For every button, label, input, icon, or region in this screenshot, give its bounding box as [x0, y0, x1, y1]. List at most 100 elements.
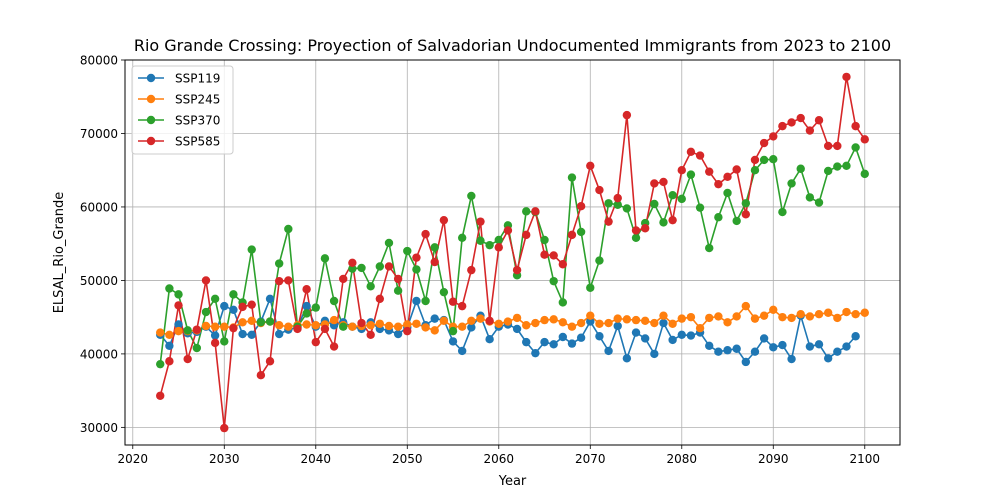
data-point-ssp370 — [631, 233, 641, 243]
legend-label-ssp585: SSP585 — [175, 135, 220, 149]
data-point-ssp585 — [759, 138, 769, 148]
data-point-ssp370 — [183, 326, 192, 335]
data-point-ssp370 — [613, 200, 622, 209]
data-point-ssp585 — [311, 337, 320, 347]
legend-label-ssp370: SSP370 — [175, 114, 220, 128]
data-point-ssp245 — [210, 322, 220, 331]
data-point-ssp370 — [714, 213, 723, 222]
data-point-ssp585 — [512, 265, 522, 275]
data-point-ssp119 — [485, 334, 494, 344]
data-point-ssp245 — [732, 312, 741, 321]
x-tick-label: 2050 — [392, 452, 423, 466]
data-point-ssp245 — [860, 308, 869, 317]
data-point-ssp370 — [174, 290, 183, 299]
data-point-ssp245 — [823, 308, 833, 317]
data-point-ssp119 — [467, 323, 476, 332]
x-tick-label: 2020 — [118, 452, 149, 466]
data-point-ssp245 — [787, 313, 796, 323]
data-point-ssp119 — [165, 341, 174, 351]
data-point-ssp585 — [677, 166, 686, 175]
data-point-ssp245 — [503, 317, 513, 326]
legend-marker-ssp585 — [146, 136, 156, 146]
data-point-ssp245 — [156, 328, 165, 337]
data-point-ssp585 — [732, 165, 741, 174]
data-point-ssp370 — [778, 207, 787, 217]
y-tick-label: 60000 — [80, 200, 118, 214]
data-point-ssp119 — [549, 340, 558, 349]
data-point-ssp245 — [467, 316, 476, 326]
data-point-ssp585 — [256, 371, 266, 380]
data-point-ssp119 — [412, 296, 421, 306]
data-point-ssp119 — [558, 332, 568, 342]
data-point-ssp585 — [723, 172, 732, 182]
data-point-ssp245 — [165, 330, 174, 339]
data-point-ssp370 — [567, 173, 577, 182]
data-point-ssp119 — [631, 328, 641, 337]
data-point-ssp370 — [558, 298, 568, 307]
data-point-ssp119 — [778, 340, 787, 350]
data-point-ssp585 — [860, 135, 869, 144]
data-point-ssp119 — [842, 342, 851, 351]
data-point-ssp585 — [833, 141, 842, 151]
data-point-ssp585 — [165, 357, 174, 366]
data-point-ssp370 — [229, 290, 238, 299]
data-point-ssp585 — [293, 324, 302, 334]
plot-area-frame — [124, 59, 901, 446]
data-point-ssp119 — [238, 329, 247, 339]
data-point-ssp585 — [695, 151, 705, 160]
legend-box — [131, 65, 234, 155]
data-point-ssp585 — [229, 323, 238, 333]
data-point-ssp585 — [714, 179, 723, 189]
data-point-ssp585 — [302, 285, 311, 294]
data-point-ssp370 — [384, 238, 394, 248]
data-point-ssp585 — [375, 294, 385, 303]
data-point-ssp119 — [210, 331, 220, 340]
data-point-ssp585 — [476, 217, 485, 226]
data-point-ssp585 — [421, 229, 430, 239]
data-point-ssp370 — [448, 326, 458, 336]
data-point-ssp585 — [357, 318, 366, 328]
data-point-ssp245 — [741, 301, 751, 311]
data-point-ssp119 — [805, 342, 815, 351]
data-point-ssp245 — [348, 322, 357, 331]
data-point-ssp585 — [284, 276, 293, 285]
data-point-ssp370 — [302, 309, 311, 318]
data-point-ssp370 — [549, 276, 558, 286]
data-point-ssp245 — [778, 312, 787, 322]
data-point-ssp245 — [403, 320, 412, 329]
data-point-ssp370 — [375, 262, 385, 271]
data-point-ssp119 — [659, 318, 668, 328]
data-point-ssp370 — [156, 359, 165, 369]
data-point-ssp585 — [348, 258, 357, 267]
data-point-ssp245 — [750, 314, 760, 323]
data-point-ssp585 — [851, 121, 860, 131]
data-point-ssp370 — [348, 264, 357, 273]
data-point-ssp119 — [531, 348, 540, 358]
data-point-ssp585 — [595, 185, 604, 195]
data-point-ssp370 — [576, 227, 586, 237]
data-point-ssp585 — [522, 230, 531, 240]
data-point-ssp585 — [183, 354, 192, 364]
data-point-ssp245 — [366, 321, 375, 330]
data-point-ssp119 — [650, 349, 659, 359]
data-point-ssp119 — [705, 341, 714, 351]
data-point-ssp119 — [668, 335, 677, 345]
data-point-ssp370 — [860, 169, 869, 179]
y-tick-label: 80000 — [80, 54, 118, 68]
data-point-ssp245 — [659, 311, 668, 320]
data-point-ssp585 — [622, 110, 632, 120]
data-point-ssp370 — [476, 236, 485, 245]
data-point-ssp370 — [439, 287, 449, 297]
data-point-ssp370 — [686, 170, 696, 179]
data-point-ssp119 — [732, 344, 741, 353]
data-point-ssp370 — [759, 155, 769, 165]
data-point-ssp370 — [705, 243, 714, 253]
data-point-ssp585 — [604, 217, 613, 226]
data-point-ssp370 — [247, 245, 256, 254]
data-point-ssp245 — [631, 315, 641, 325]
x-axis: 2020 2030 2040 2050 2060 2070 2080 2090 2100 — [118, 445, 880, 466]
data-point-ssp370 — [622, 204, 632, 213]
data-point-ssp245 — [494, 319, 503, 328]
series-points — [156, 72, 869, 433]
data-point-ssp585 — [192, 325, 202, 334]
